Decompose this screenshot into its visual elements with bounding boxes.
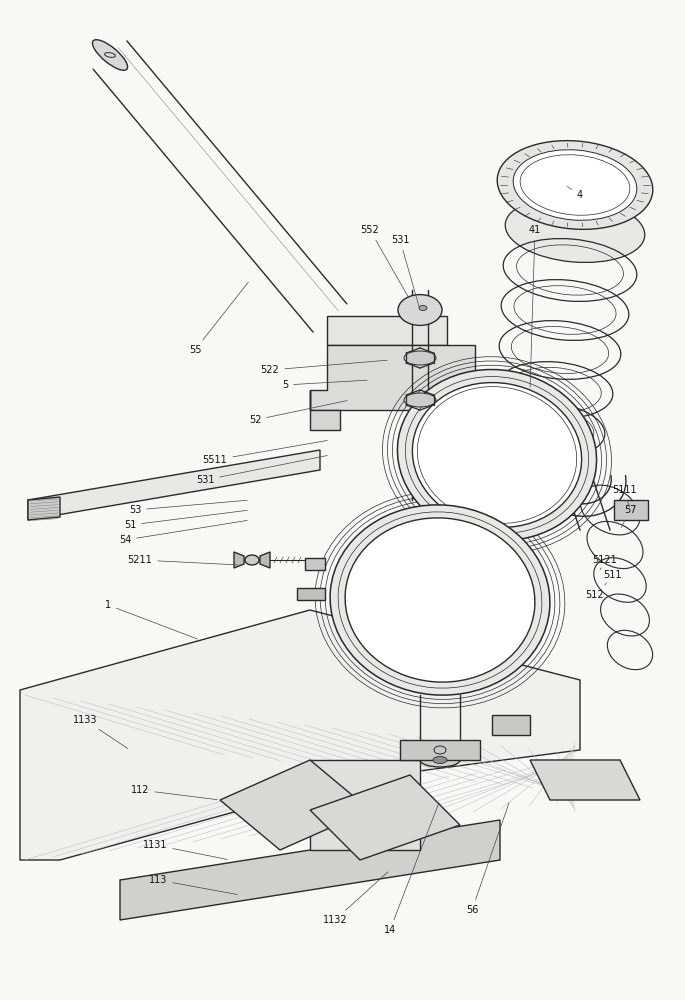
Polygon shape bbox=[28, 450, 320, 520]
Text: 512: 512 bbox=[586, 590, 604, 600]
Text: 531: 531 bbox=[196, 456, 327, 485]
Polygon shape bbox=[260, 552, 270, 568]
Text: 54: 54 bbox=[119, 520, 247, 545]
Ellipse shape bbox=[497, 141, 653, 229]
Text: 5211: 5211 bbox=[127, 555, 237, 565]
Ellipse shape bbox=[420, 753, 460, 767]
Polygon shape bbox=[220, 760, 370, 850]
Polygon shape bbox=[234, 552, 244, 568]
Text: 55: 55 bbox=[189, 282, 248, 355]
Polygon shape bbox=[297, 588, 325, 600]
Ellipse shape bbox=[330, 505, 550, 695]
Text: 552: 552 bbox=[360, 225, 409, 298]
Text: 14: 14 bbox=[384, 803, 439, 935]
Ellipse shape bbox=[404, 393, 436, 407]
Polygon shape bbox=[120, 820, 500, 920]
Text: 5: 5 bbox=[282, 380, 367, 390]
Text: 531: 531 bbox=[390, 235, 419, 307]
Text: 1131: 1131 bbox=[142, 840, 227, 859]
Ellipse shape bbox=[92, 40, 127, 70]
Text: 56: 56 bbox=[466, 803, 509, 915]
Text: 522: 522 bbox=[260, 360, 387, 375]
Ellipse shape bbox=[398, 295, 442, 325]
Text: 5511: 5511 bbox=[203, 440, 327, 465]
Text: 52: 52 bbox=[249, 401, 347, 425]
Ellipse shape bbox=[404, 351, 436, 365]
Text: 51: 51 bbox=[124, 510, 247, 530]
Polygon shape bbox=[327, 316, 447, 345]
Text: 511: 511 bbox=[603, 570, 621, 585]
Text: 4: 4 bbox=[567, 187, 583, 200]
Text: 57: 57 bbox=[621, 505, 636, 528]
Ellipse shape bbox=[397, 370, 597, 540]
Polygon shape bbox=[20, 610, 580, 860]
Polygon shape bbox=[492, 715, 530, 735]
Polygon shape bbox=[28, 497, 60, 520]
Text: 1132: 1132 bbox=[323, 872, 388, 925]
Text: 113: 113 bbox=[149, 875, 237, 895]
Text: 5121: 5121 bbox=[593, 555, 617, 570]
Polygon shape bbox=[530, 760, 640, 800]
Ellipse shape bbox=[412, 383, 582, 527]
Text: 53: 53 bbox=[129, 500, 247, 515]
Text: 112: 112 bbox=[131, 785, 217, 800]
Ellipse shape bbox=[245, 555, 259, 565]
Ellipse shape bbox=[513, 150, 637, 220]
Text: 41: 41 bbox=[529, 225, 541, 387]
Text: 1: 1 bbox=[105, 600, 197, 639]
Ellipse shape bbox=[419, 306, 427, 310]
Polygon shape bbox=[400, 740, 480, 760]
Polygon shape bbox=[614, 500, 648, 520]
Polygon shape bbox=[305, 558, 325, 570]
Ellipse shape bbox=[433, 756, 447, 764]
Ellipse shape bbox=[506, 198, 645, 262]
Text: 1133: 1133 bbox=[73, 715, 127, 748]
Polygon shape bbox=[310, 760, 420, 850]
Polygon shape bbox=[310, 345, 475, 410]
Polygon shape bbox=[310, 390, 340, 430]
Text: 5111: 5111 bbox=[612, 485, 637, 507]
Polygon shape bbox=[310, 775, 460, 860]
Ellipse shape bbox=[345, 518, 535, 682]
